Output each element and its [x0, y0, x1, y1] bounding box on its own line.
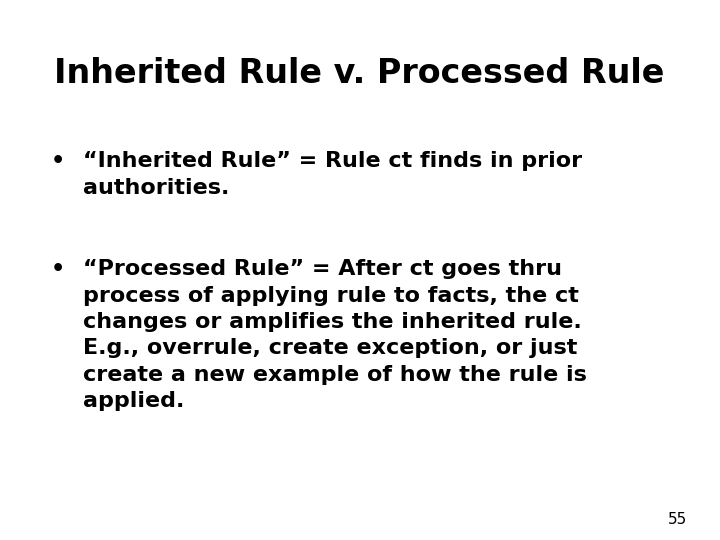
Text: 55: 55 [668, 511, 688, 526]
Text: •: • [50, 151, 65, 171]
Text: Inherited Rule v. Processed Rule: Inherited Rule v. Processed Rule [54, 57, 665, 90]
Text: “Processed Rule” = After ct goes thru
process of applying rule to facts, the ct
: “Processed Rule” = After ct goes thru pr… [83, 259, 587, 411]
Text: •: • [50, 259, 65, 279]
Text: “Inherited Rule” = Rule ct finds in prior
authorities.: “Inherited Rule” = Rule ct finds in prio… [83, 151, 582, 198]
